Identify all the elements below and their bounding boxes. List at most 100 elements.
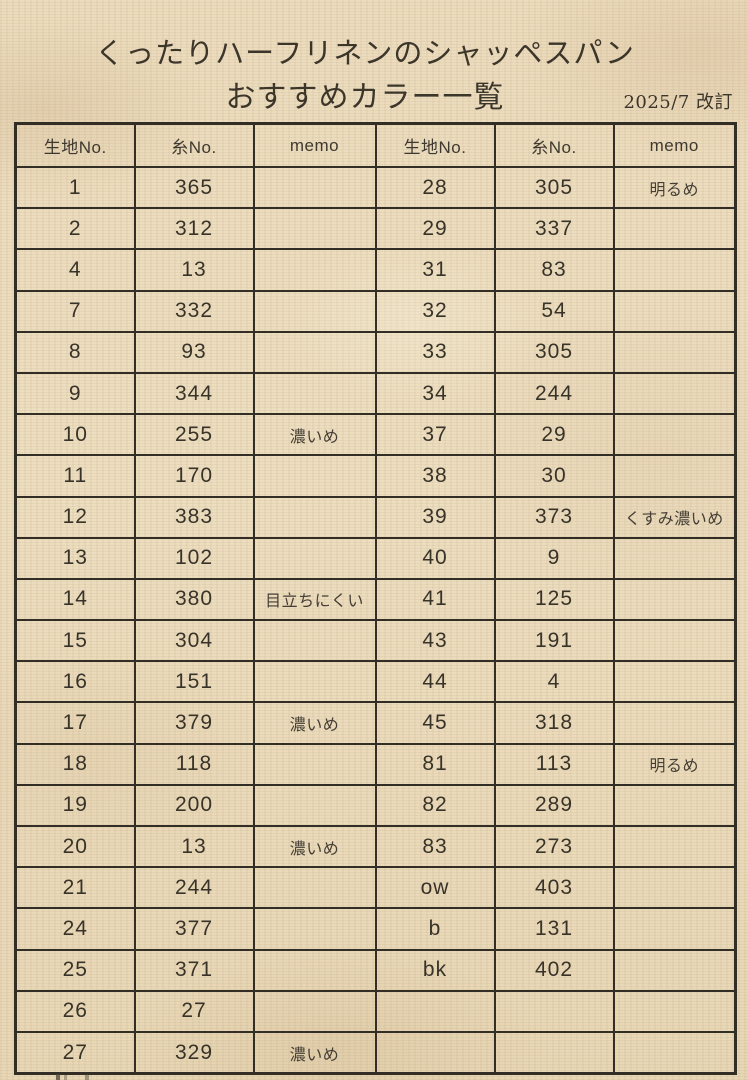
table-row: 16 151 44 4	[14, 660, 737, 704]
fabric-no-cell: 15	[14, 619, 136, 663]
fabric-no-cell: 7	[14, 289, 136, 333]
fabric-no-cell: 1	[14, 165, 136, 210]
table-row: 20 13 濃いめ 83 273	[14, 824, 737, 869]
fabric-no-cell: 27	[14, 1030, 136, 1075]
table-row: 14 380 目立ちにくい 41 125	[14, 577, 737, 622]
table-row: 15 304 43 191	[14, 619, 737, 663]
thread-no-cell: 312	[133, 207, 255, 251]
thread-no-cell: 170	[133, 454, 255, 498]
thread-no-cell: 125	[493, 577, 615, 622]
memo-cell	[612, 989, 737, 1033]
thread-no-cell: 305	[493, 165, 615, 210]
memo-cell: くすみ濃いめ	[612, 495, 737, 539]
header-thread-no-left: 糸No.	[133, 122, 255, 168]
thread-no-cell: 54	[493, 289, 615, 333]
memo-cell: 濃いめ	[252, 701, 377, 745]
thread-no-cell: 304	[133, 619, 255, 663]
memo-cell	[612, 289, 737, 333]
fabric-no-cell: 2	[14, 207, 136, 251]
thread-no-cell: 318	[493, 701, 615, 745]
table-row: 27 329 濃いめ	[14, 1030, 737, 1075]
fabric-no-cell: 28	[374, 165, 496, 210]
photo-artifact-mark	[85, 1074, 89, 1080]
memo-cell	[252, 989, 377, 1033]
thread-no-cell: 13	[133, 824, 255, 869]
fabric-no-cell: 20	[14, 824, 136, 869]
table-row: 2 312 29 337	[14, 207, 737, 251]
thread-no-cell: 191	[493, 619, 615, 663]
memo-cell	[252, 207, 377, 251]
table-row: 12 383 39 373 くすみ濃いめ	[14, 495, 737, 539]
fabric-no-cell: 40	[374, 536, 496, 580]
thread-no-cell: 383	[133, 495, 255, 539]
thread-no-cell	[493, 989, 615, 1033]
fabric-no-cell: 33	[374, 330, 496, 374]
header-memo-left: memo	[252, 122, 377, 168]
table-row: 24 377 b 131	[14, 907, 737, 951]
thread-no-cell: 30	[493, 454, 615, 498]
fabric-no-cell: 18	[14, 742, 136, 786]
page-title-line-2: おすすめカラー一覧	[225, 80, 505, 115]
memo-cell	[612, 701, 737, 745]
fabric-no-cell	[374, 1030, 496, 1075]
header-fabric-no-right: 生地No.	[374, 122, 496, 168]
thread-no-cell: 289	[493, 783, 615, 828]
fabric-no-cell: 43	[374, 619, 496, 663]
header-fabric-no-left: 生地No.	[14, 122, 136, 168]
memo-cell	[612, 577, 737, 622]
memo-cell	[252, 371, 377, 416]
table-row: 8 93 33 305	[14, 330, 737, 374]
memo-cell: 濃いめ	[252, 824, 377, 869]
memo-cell	[252, 660, 377, 704]
thread-no-cell: 373	[493, 495, 615, 539]
table-row: 4 13 31 83	[14, 248, 737, 292]
thread-no-cell: 380	[133, 577, 255, 622]
memo-cell: 濃いめ	[252, 413, 377, 457]
table-row: 17 379 濃いめ 45 318	[14, 701, 737, 745]
fabric-no-cell: ow	[374, 866, 496, 910]
fabric-no-cell: 37	[374, 413, 496, 457]
table-row: 9 344 34 244	[14, 371, 737, 416]
thread-no-cell: 131	[493, 907, 615, 951]
fabric-no-cell: 44	[374, 660, 496, 704]
fabric-no-cell: 9	[14, 371, 136, 416]
thread-no-cell: 200	[133, 783, 255, 828]
fabric-no-cell: 83	[374, 824, 496, 869]
thread-no-cell: 4	[493, 660, 615, 704]
memo-cell	[612, 619, 737, 663]
table-header-row: 生地No. 糸No. memo 生地No. 糸No. memo	[14, 122, 737, 168]
fabric-no-cell: 31	[374, 248, 496, 292]
thread-no-cell: 344	[133, 371, 255, 416]
memo-cell	[612, 783, 737, 828]
fabric-no-cell	[374, 989, 496, 1033]
memo-cell	[612, 948, 737, 992]
revision-date: 2025/7 改訂	[623, 92, 733, 113]
memo-cell	[612, 907, 737, 951]
memo-cell	[252, 536, 377, 580]
memo-cell	[252, 289, 377, 333]
fabric-no-cell: 11	[14, 454, 136, 498]
fabric-no-cell: 25	[14, 948, 136, 992]
fabric-no-cell: 13	[14, 536, 136, 580]
table-row: 11 170 38 30	[14, 454, 737, 498]
thread-no-cell: 305	[493, 330, 615, 374]
memo-cell	[612, 866, 737, 910]
fabric-no-cell: 45	[374, 701, 496, 745]
fabric-no-cell: 19	[14, 783, 136, 828]
memo-cell	[252, 783, 377, 828]
memo-cell: 明るめ	[612, 165, 737, 210]
fabric-no-cell: 39	[374, 495, 496, 539]
memo-cell	[612, 454, 737, 498]
fabric-no-cell: 12	[14, 495, 136, 539]
memo-cell	[252, 495, 377, 539]
thread-no-cell: 332	[133, 289, 255, 333]
table-row: 21 244 ow 403	[14, 866, 737, 910]
fabric-no-cell: 24	[14, 907, 136, 951]
thread-no-cell: 329	[133, 1030, 255, 1075]
table-row: 13 102 40 9	[14, 536, 737, 580]
thread-no-cell: 13	[133, 248, 255, 292]
thread-no-cell: 273	[493, 824, 615, 869]
fabric-no-cell: 10	[14, 413, 136, 457]
thread-no-cell: 27	[133, 989, 255, 1033]
memo-cell	[252, 248, 377, 292]
